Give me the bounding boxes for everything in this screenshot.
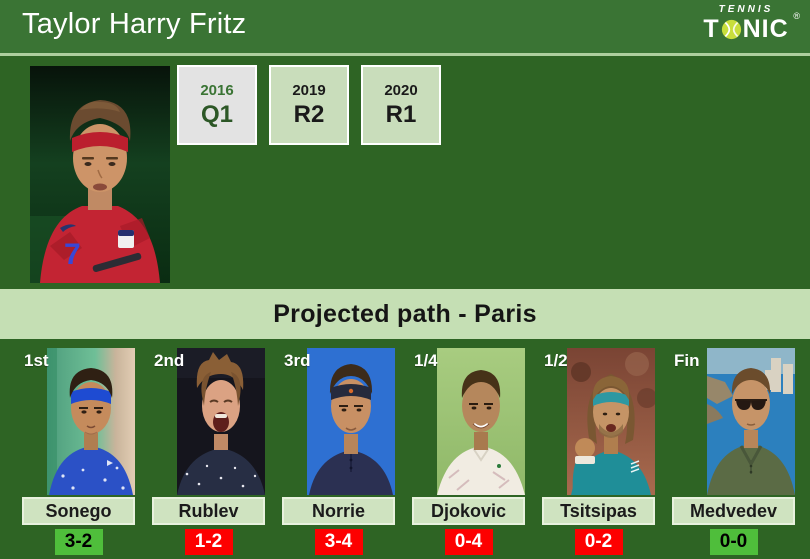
opponent-card-norrie: 3rd Norrie 3-4 bbox=[282, 348, 395, 555]
fritz-photo: 7 bbox=[30, 66, 170, 283]
logo-tennis-text: TENNIS bbox=[718, 4, 774, 15]
round-label: 1st bbox=[24, 351, 49, 370]
tennis-ball-icon bbox=[721, 19, 742, 40]
result-round: Q1 bbox=[200, 100, 233, 128]
round-label: 3rd bbox=[284, 351, 311, 370]
result-year: 2019 bbox=[292, 81, 326, 99]
opponent-name: Sonego bbox=[22, 497, 135, 525]
h2h-record-badge: 1-2 bbox=[184, 529, 233, 555]
opponent-name: Norrie bbox=[282, 497, 395, 525]
page-title: Taylor Harry Fritz bbox=[22, 8, 247, 40]
opponent-card-tsitsipas: 1/2 Tsitsipas 0-2 bbox=[542, 348, 655, 555]
result-year: 2016 bbox=[200, 81, 234, 99]
tsitsipas-photo bbox=[567, 348, 655, 495]
round-label: 1/2 bbox=[544, 351, 568, 370]
sonego-photo bbox=[47, 348, 135, 495]
rublev-photo bbox=[177, 348, 265, 495]
logo-tonic-t: T bbox=[703, 15, 720, 43]
h2h-record-badge: 0-0 bbox=[709, 529, 758, 555]
opponent-card-djokovic: 1/4 Djokovic 0-4 bbox=[412, 348, 525, 555]
result-round: R2 bbox=[293, 100, 325, 128]
projected-path-band: Projected path - Paris bbox=[0, 289, 810, 339]
result-round: R1 bbox=[385, 100, 417, 128]
past-result-2019: 2019 R2 bbox=[269, 65, 349, 145]
opponent-name: Djokovic bbox=[412, 497, 525, 525]
round-label: 1/4 bbox=[414, 351, 438, 370]
opponent-cards-row: 1st Sonego 3-2 bbox=[22, 348, 795, 555]
tennis-tonic-logo: TENNIS T NIC ® bbox=[694, 4, 800, 42]
h2h-record-badge: 0-2 bbox=[574, 529, 623, 555]
round-label: 2nd bbox=[154, 351, 185, 370]
h2h-record-badge: 3-2 bbox=[54, 529, 103, 555]
past-results-row: 2016 Q1 2019 R2 2020 R1 bbox=[177, 65, 441, 145]
medvedev-photo bbox=[707, 348, 795, 495]
norrie-photo bbox=[307, 348, 395, 495]
opponent-name: Rublev bbox=[152, 497, 265, 525]
registered-mark: ® bbox=[793, 11, 800, 21]
header-bar: Taylor Harry Fritz TENNIS T NIC ® bbox=[0, 0, 810, 56]
h2h-record-badge: 3-4 bbox=[314, 529, 363, 555]
opponent-card-rublev: 2nd Rublev 1-2 bbox=[152, 348, 265, 555]
djokovic-photo bbox=[437, 348, 525, 495]
opponent-name: Medvedev bbox=[672, 497, 795, 525]
opponent-card-medvedev: Fin Medvedev 0-0 bbox=[672, 348, 795, 555]
logo-tonic-rest: NIC bbox=[742, 15, 789, 43]
opponent-name: Tsitsipas bbox=[542, 497, 655, 525]
past-result-2016: 2016 Q1 bbox=[177, 65, 257, 145]
jersey-number: 7 bbox=[64, 238, 81, 271]
opponent-card-sonego: 1st Sonego 3-2 bbox=[22, 348, 135, 555]
h2h-record-badge: 0-4 bbox=[444, 529, 493, 555]
section-title: Projected path - Paris bbox=[273, 299, 537, 328]
round-label: Fin bbox=[674, 351, 700, 370]
result-year: 2020 bbox=[384, 81, 418, 99]
past-result-2020: 2020 R1 bbox=[361, 65, 441, 145]
logo-tonic-text: T NIC bbox=[694, 16, 798, 42]
